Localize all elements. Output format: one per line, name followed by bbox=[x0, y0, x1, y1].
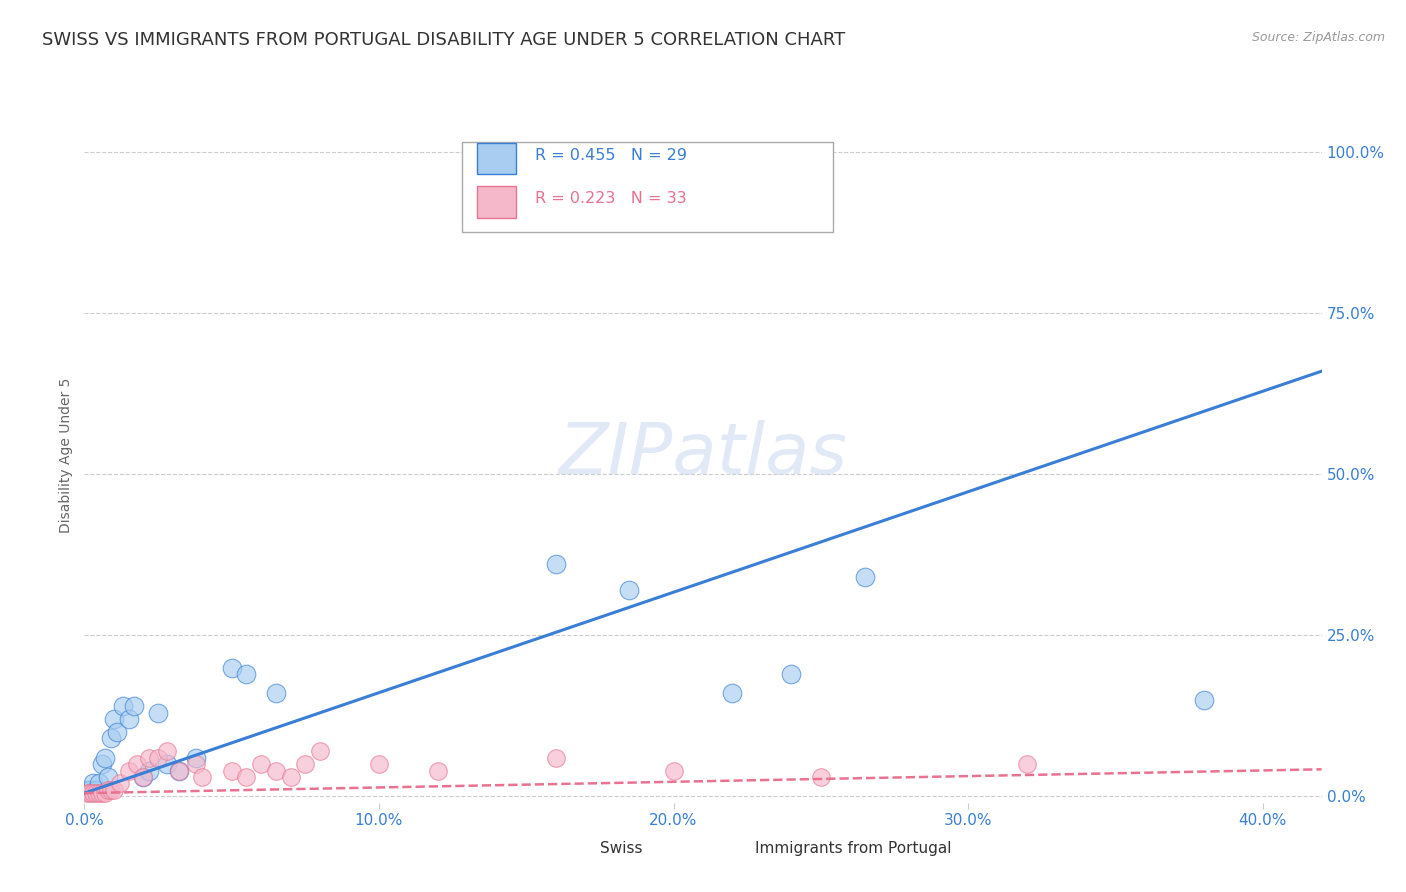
Point bbox=[751, 145, 773, 160]
Point bbox=[84, 786, 107, 800]
Point bbox=[87, 776, 110, 790]
Point bbox=[138, 750, 160, 764]
FancyBboxPatch shape bbox=[461, 142, 832, 232]
Point bbox=[544, 558, 567, 572]
FancyBboxPatch shape bbox=[548, 834, 588, 862]
Point bbox=[1192, 692, 1215, 706]
Point bbox=[79, 786, 101, 800]
Point bbox=[810, 770, 832, 784]
Point bbox=[191, 770, 214, 784]
Point bbox=[309, 744, 332, 758]
Text: R = 0.455   N = 29: R = 0.455 N = 29 bbox=[534, 147, 686, 162]
Text: Swiss: Swiss bbox=[600, 840, 643, 855]
Point bbox=[662, 764, 685, 778]
FancyBboxPatch shape bbox=[703, 834, 742, 862]
Text: Immigrants from Portugal: Immigrants from Portugal bbox=[755, 840, 952, 855]
Point bbox=[186, 757, 208, 772]
FancyBboxPatch shape bbox=[477, 186, 516, 218]
Point bbox=[79, 783, 101, 797]
Point bbox=[97, 783, 120, 797]
Point bbox=[84, 783, 107, 797]
Point bbox=[156, 744, 179, 758]
Point bbox=[87, 786, 110, 800]
Point bbox=[146, 750, 169, 764]
Text: ZIPatlas: ZIPatlas bbox=[558, 420, 848, 490]
Point bbox=[221, 660, 243, 674]
Point bbox=[108, 776, 131, 790]
Point bbox=[127, 757, 149, 772]
Point bbox=[167, 764, 190, 778]
Point bbox=[111, 699, 134, 714]
Point bbox=[721, 686, 744, 700]
Point bbox=[264, 686, 287, 700]
Point bbox=[105, 725, 128, 739]
Point bbox=[82, 786, 104, 800]
Point bbox=[76, 783, 98, 797]
Point bbox=[235, 667, 257, 681]
Point bbox=[426, 764, 449, 778]
Point bbox=[544, 750, 567, 764]
Point bbox=[132, 770, 155, 784]
Point bbox=[97, 770, 120, 784]
Point bbox=[280, 770, 302, 784]
Y-axis label: Disability Age Under 5: Disability Age Under 5 bbox=[59, 377, 73, 533]
Point bbox=[264, 764, 287, 778]
Point bbox=[103, 712, 125, 726]
Point bbox=[250, 757, 273, 772]
FancyBboxPatch shape bbox=[477, 143, 516, 174]
Point bbox=[633, 145, 655, 160]
Text: Source: ZipAtlas.com: Source: ZipAtlas.com bbox=[1251, 31, 1385, 45]
Point bbox=[368, 757, 391, 772]
Point bbox=[76, 786, 98, 800]
Point bbox=[167, 764, 190, 778]
Point bbox=[100, 783, 122, 797]
Point bbox=[91, 757, 114, 772]
Point bbox=[103, 783, 125, 797]
Point bbox=[186, 750, 208, 764]
Text: SWISS VS IMMIGRANTS FROM PORTUGAL DISABILITY AGE UNDER 5 CORRELATION CHART: SWISS VS IMMIGRANTS FROM PORTUGAL DISABI… bbox=[42, 31, 845, 49]
Point bbox=[91, 786, 114, 800]
Point bbox=[780, 667, 803, 681]
Point bbox=[100, 731, 122, 746]
Point bbox=[124, 699, 146, 714]
Point bbox=[117, 764, 139, 778]
Text: R = 0.223   N = 33: R = 0.223 N = 33 bbox=[534, 191, 686, 206]
Point bbox=[117, 712, 139, 726]
Point bbox=[94, 750, 117, 764]
Point bbox=[156, 757, 179, 772]
Point bbox=[132, 770, 155, 784]
Point bbox=[294, 757, 316, 772]
Point bbox=[146, 706, 169, 720]
Point bbox=[853, 570, 876, 584]
Point bbox=[82, 776, 104, 790]
Point bbox=[619, 583, 641, 598]
Point bbox=[1015, 757, 1038, 772]
Point bbox=[235, 770, 257, 784]
Point bbox=[138, 764, 160, 778]
Point bbox=[94, 786, 117, 800]
Point bbox=[221, 764, 243, 778]
